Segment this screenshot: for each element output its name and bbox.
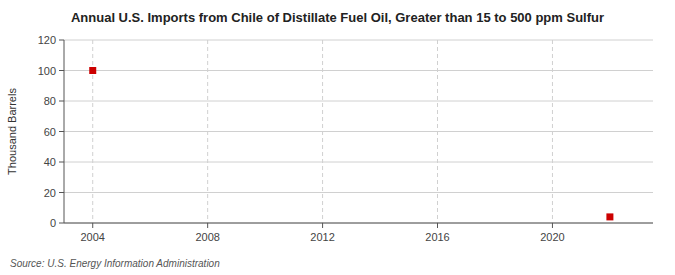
x-tick [207, 223, 208, 228]
y-grid-line [64, 162, 653, 163]
y-tick [59, 131, 64, 132]
x-grid-line [322, 40, 323, 223]
axes: 0 20 40 60 80 100 120 2004 2008 2012 2016 2020 [38, 34, 653, 243]
x-tick-label: 2016 [425, 231, 449, 243]
y-tick [59, 192, 64, 193]
source-note: Source: U.S. Energy Information Administ… [10, 258, 220, 269]
y-tick-label: 120 [38, 34, 56, 46]
x-tick-label: 2008 [195, 231, 219, 243]
y-tick-label: 0 [50, 217, 56, 229]
y-grid-line [64, 192, 653, 193]
y-tick-label: 20 [44, 187, 56, 199]
y-tick-label: 80 [44, 95, 56, 107]
x-tick [92, 223, 93, 228]
y-tick [59, 101, 64, 102]
title: Annual U.S. Imports from Chile of Distil… [71, 10, 604, 25]
x-tick [437, 223, 438, 228]
y-grid-line [64, 40, 653, 41]
chart-container: Annual U.S. Imports from Chile of Distil… [0, 0, 675, 275]
x-tick [552, 223, 553, 228]
y-tick-label: 100 [38, 65, 56, 77]
x-grid-line [437, 40, 438, 223]
y-tick [59, 162, 64, 163]
y-grid-line [64, 131, 653, 132]
y-axis-label: Thousand Barrels [6, 88, 18, 175]
x-grid-line [552, 40, 553, 223]
data-point [606, 213, 613, 220]
y-grid-line [64, 223, 653, 224]
x-grid-line [207, 40, 208, 223]
chart-svg: Annual U.S. Imports from Chile of Distil… [0, 0, 675, 275]
grid [64, 40, 653, 223]
x-tick-label: 2020 [540, 231, 564, 243]
data-point [89, 67, 96, 74]
x-tick [322, 223, 323, 228]
x-tick-label: 2004 [80, 231, 104, 243]
y-tick-label: 60 [44, 126, 56, 138]
data-points [89, 67, 613, 220]
y-tick [59, 40, 64, 41]
y-tick [59, 223, 64, 224]
y-axis-line [64, 40, 65, 223]
y-tick [59, 70, 64, 71]
x-tick-label: 2012 [310, 231, 334, 243]
y-grid-line [64, 101, 653, 102]
y-grid-line [64, 70, 653, 71]
x-axis-line [64, 223, 653, 224]
y-tick-label: 40 [44, 156, 56, 168]
